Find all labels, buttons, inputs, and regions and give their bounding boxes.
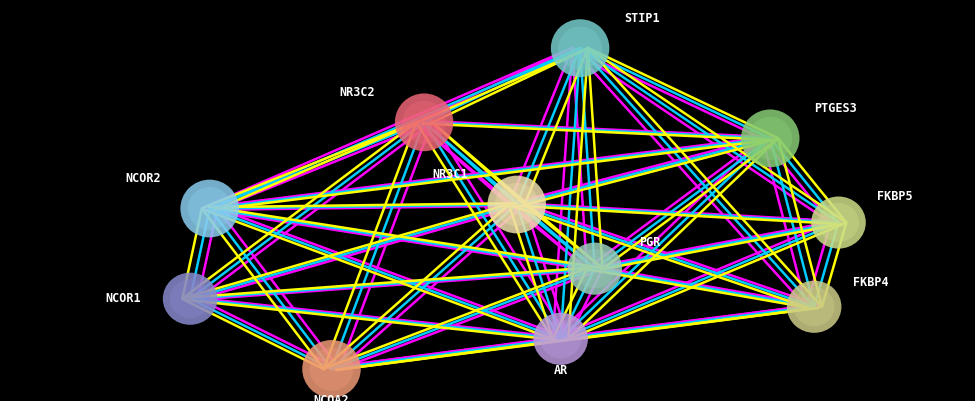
Ellipse shape — [302, 340, 361, 398]
Ellipse shape — [818, 203, 859, 242]
Ellipse shape — [163, 273, 217, 325]
Ellipse shape — [787, 281, 841, 333]
Text: AR: AR — [554, 365, 567, 377]
Ellipse shape — [180, 180, 239, 237]
Ellipse shape — [741, 109, 800, 167]
Text: NR3C1: NR3C1 — [432, 168, 468, 181]
Ellipse shape — [170, 279, 211, 318]
Ellipse shape — [558, 26, 603, 70]
Text: STIP1: STIP1 — [624, 12, 660, 24]
Text: NCOR1: NCOR1 — [105, 292, 141, 305]
Text: NCOA2: NCOA2 — [314, 395, 349, 401]
Ellipse shape — [488, 176, 546, 233]
Ellipse shape — [187, 187, 232, 230]
Ellipse shape — [551, 19, 609, 77]
Text: PTGES3: PTGES3 — [814, 102, 857, 115]
Ellipse shape — [574, 249, 615, 288]
Ellipse shape — [811, 196, 866, 249]
Ellipse shape — [533, 313, 588, 365]
Ellipse shape — [794, 287, 835, 326]
Text: PGR: PGR — [639, 236, 660, 249]
Text: NR3C2: NR3C2 — [339, 86, 375, 99]
Text: NCOR2: NCOR2 — [125, 172, 161, 185]
Ellipse shape — [310, 347, 353, 391]
Ellipse shape — [402, 101, 447, 144]
Ellipse shape — [395, 93, 453, 151]
Text: FKBP4: FKBP4 — [853, 276, 889, 289]
Ellipse shape — [567, 243, 622, 295]
Ellipse shape — [494, 183, 538, 226]
Text: FKBP5: FKBP5 — [878, 190, 914, 203]
Ellipse shape — [540, 319, 581, 358]
Ellipse shape — [749, 117, 792, 160]
